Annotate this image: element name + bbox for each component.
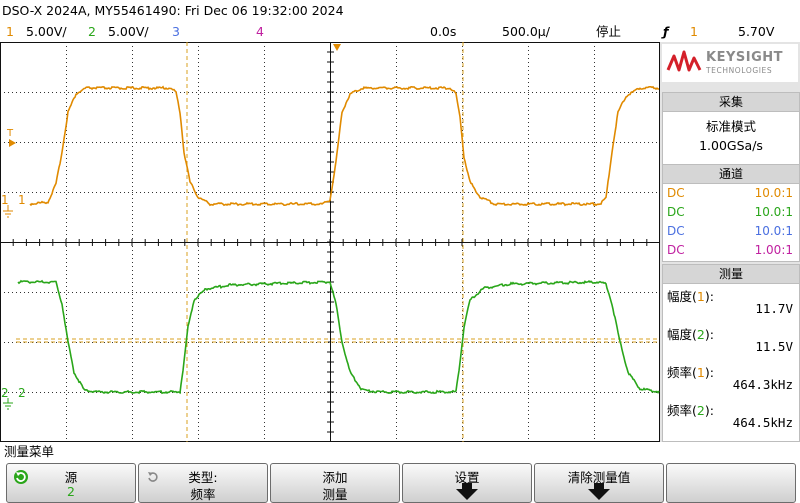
- rotate-knob-icon: [148, 472, 158, 482]
- measurements-title: 测量: [663, 265, 799, 284]
- submenu-arrow-icon: [594, 483, 604, 490]
- menu-title: 测量菜单: [0, 442, 800, 462]
- channel-row-3: DC 10.0:1: [667, 224, 793, 238]
- acquisition-panel[interactable]: 采集 标准模式 1.00GSa/s: [662, 92, 800, 174]
- trigger-level-marker[interactable]: T: [6, 128, 16, 147]
- trigger-source[interactable]: 1: [690, 24, 698, 39]
- softkey-type-value: 频率: [190, 487, 216, 502]
- logo-text: KEYSIGHT: [706, 50, 783, 65]
- measurement-label-suffix: ):: [704, 403, 714, 418]
- softkey-source[interactable]: 源 2: [6, 463, 136, 503]
- run-state: 停止: [596, 24, 622, 39]
- ch1-scale[interactable]: 5.00V/: [26, 24, 67, 39]
- submenu-arrow-icon: [462, 483, 472, 490]
- softkey-settings-label: 设置: [454, 470, 480, 485]
- softkey-add-measurement[interactable]: 添加 测量: [270, 463, 400, 503]
- svg-text:1: 1: [1, 193, 9, 207]
- logo-subtext: TECHNOLOGIES: [706, 66, 773, 75]
- measurement-item: 频率(2): 464.5kHz: [663, 398, 799, 436]
- ch2-ground-marker[interactable]: 2 2: [1, 386, 26, 410]
- softkey-clear-measurements[interactable]: 清除测量值: [534, 463, 664, 503]
- channel-row-2: DC 10.0:1: [667, 205, 793, 219]
- measurements-panel[interactable]: 测量 幅度(1): 11.7V 幅度(2): 11.5V 频率(1): 464.3kHz 频…: [662, 264, 800, 442]
- channel-row-4: DC 1.00:1: [667, 243, 793, 257]
- measurement-value: 11.7V: [755, 301, 793, 316]
- trigger-level[interactable]: 5.70V: [738, 24, 775, 39]
- softkey-add-label: 添加: [322, 470, 348, 485]
- ch4-number[interactable]: 4: [256, 24, 264, 39]
- measurement-label-suffix: ):: [704, 365, 714, 380]
- measurement-label-prefix: 频率(: [667, 365, 697, 380]
- ch1-waveform: [29, 85, 659, 207]
- ch2-waveform: [17, 279, 660, 395]
- measurement-channel: 2: [696, 403, 705, 418]
- measurement-label-prefix: 幅度(: [667, 327, 697, 342]
- svg-text:2: 2: [1, 386, 9, 400]
- measurement-channel: 1: [696, 289, 705, 304]
- acquisition-mode: 标准模式: [705, 119, 756, 134]
- measurement-list: 幅度(1): 11.7V 幅度(2): 11.5V 频率(1): 464.3kHz 频率(2…: [663, 284, 799, 436]
- channels-title: 通道: [663, 165, 799, 184]
- submenu-arrow-down-icon: [456, 489, 478, 500]
- acquisition-title: 采集: [663, 93, 799, 112]
- ch1-ground-marker[interactable]: 1 1: [1, 193, 26, 218]
- ch1-number[interactable]: 1: [6, 24, 14, 39]
- measurement-value: 464.5kHz: [732, 415, 793, 430]
- measurement-item: 频率(1): 464.3kHz: [663, 360, 799, 398]
- ch3-number[interactable]: 3: [172, 24, 180, 39]
- channel-row-1: DC 10.0:1: [667, 186, 793, 200]
- softkey-settings[interactable]: 设置: [402, 463, 532, 503]
- timebase[interactable]: 500.0µ/: [502, 24, 550, 39]
- info-sidebar: 采集 标准模式 1.00GSa/s 通道 DC 10.0:1 DC 10.0:1 D…: [660, 42, 800, 442]
- softkey-bar: 源 2 类型: 频率 添加 测量 设置 清除测量值: [0, 462, 800, 503]
- keysight-wave-icon: [666, 48, 702, 78]
- keysight-logo: KEYSIGHT TECHNOLOGIES: [662, 44, 798, 82]
- rotate-knob-icon: [14, 470, 28, 484]
- ch2-number[interactable]: 2: [88, 24, 96, 39]
- measurement-label-suffix: ):: [704, 289, 714, 304]
- softkey-blank[interactable]: [666, 463, 796, 503]
- svg-text:2: 2: [18, 386, 26, 400]
- measurement-item: 幅度(2): 11.5V: [663, 322, 799, 360]
- measurement-value: 464.3kHz: [732, 377, 793, 392]
- ch2-scale[interactable]: 5.00V/: [108, 24, 149, 39]
- svg-text:1: 1: [18, 193, 26, 207]
- svg-text:T: T: [6, 128, 14, 139]
- sample-rate: 1.00GSa/s: [699, 138, 763, 153]
- channels-panel[interactable]: 通道 DC 10.0:1 DC 10.0:1 DC 10.0:1 DC 1.00:1: [662, 164, 800, 262]
- graticule: [0, 42, 660, 442]
- waveform-display[interactable]: 1 1 2 2 T: [0, 42, 660, 442]
- measurement-label-prefix: 频率(: [667, 403, 697, 418]
- window-title: DSO-X 2024A, MY55461490: Fri Dec 06 19:3…: [2, 3, 344, 18]
- measurement-channel: 2: [696, 327, 705, 342]
- measurement-value: 11.5V: [755, 339, 793, 354]
- trigger-edge-icon: ƒ: [663, 24, 669, 39]
- softkey-type-label: 类型:: [188, 470, 218, 485]
- measurement-channel: 1: [696, 365, 705, 380]
- time-offset[interactable]: 0.0s: [430, 24, 457, 39]
- softkey-add-label-2: 测量: [322, 487, 348, 502]
- measurement-item: 幅度(1): 11.7V: [663, 284, 799, 322]
- softkey-source-label: 源: [64, 470, 78, 485]
- softkey-source-value: 2: [67, 484, 75, 499]
- status-row: 1 5.00V/ 2 5.00V/ 3 4 0.0s 500.0µ/ 停止 ƒ …: [0, 22, 800, 42]
- measurement-label-prefix: 幅度(: [667, 289, 697, 304]
- measurement-label-suffix: ):: [704, 327, 714, 342]
- softkey-clear-label: 清除测量值: [567, 470, 631, 485]
- softkey-type[interactable]: 类型: 频率: [138, 463, 268, 503]
- submenu-arrow-down-icon: [588, 489, 610, 500]
- trigger-position-marker[interactable]: [333, 44, 341, 51]
